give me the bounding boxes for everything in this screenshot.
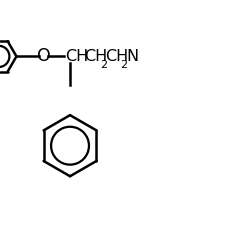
Text: N: N bbox=[126, 49, 139, 64]
Text: 2: 2 bbox=[100, 60, 107, 70]
Text: O: O bbox=[37, 47, 50, 65]
Text: CH: CH bbox=[85, 49, 108, 64]
Text: CH: CH bbox=[105, 49, 129, 64]
Text: CH: CH bbox=[65, 49, 89, 64]
Text: 2: 2 bbox=[121, 60, 128, 70]
